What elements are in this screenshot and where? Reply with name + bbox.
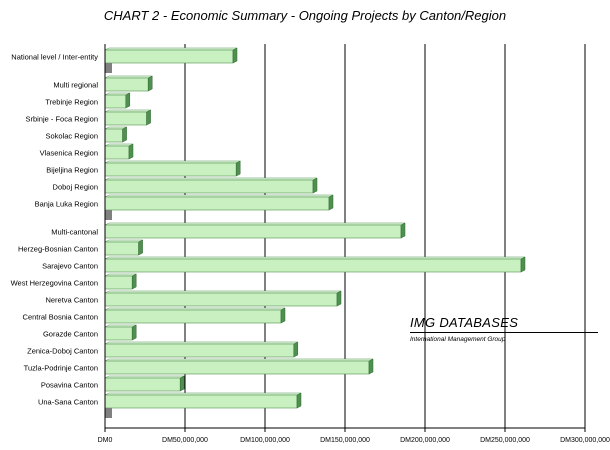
x-tick-label: DM150,000,000 <box>320 437 370 444</box>
bar-end-cap <box>125 92 131 109</box>
bar <box>104 224 402 239</box>
category-label: Herzeg-Bosnian Canton <box>18 245 98 254</box>
x-tick-label: DM200,000,000 <box>400 437 450 444</box>
bar <box>104 196 330 211</box>
bar-end-cap <box>131 273 137 290</box>
category-label: West Herzegovina Canton <box>11 279 98 288</box>
bar <box>104 128 123 143</box>
bar-end-cap <box>122 126 127 143</box>
category-label: Central Bosnia Canton <box>23 313 98 322</box>
category-label: Multi regional <box>53 81 98 90</box>
category-label: Neretva Canton <box>45 296 98 305</box>
bar <box>104 179 314 194</box>
bar <box>104 241 139 256</box>
bar-top-face <box>104 160 241 164</box>
bar <box>104 111 147 126</box>
watermark-divider <box>410 332 598 333</box>
bar-end-cap <box>336 290 342 307</box>
category-label: National level / Inter-entity <box>11 53 98 62</box>
category-label: Bijeljina Region <box>46 166 98 175</box>
bar <box>104 360 370 375</box>
group-separator <box>105 210 112 220</box>
chart-title: CHART 2 - Economic Summary - Ongoing Pro… <box>103 8 507 23</box>
category-label: Tuzla-Podrinje Canton <box>24 364 98 373</box>
bar <box>104 377 181 392</box>
group-separator <box>105 63 112 73</box>
bar-end-cap <box>328 194 334 211</box>
x-tick-label: DM0 <box>98 437 113 444</box>
bar <box>104 77 149 92</box>
bar-top-face <box>104 75 153 79</box>
bar-top-face <box>104 239 143 243</box>
bar <box>104 145 130 160</box>
bar-end-cap <box>138 239 143 256</box>
bar-end-cap <box>293 341 299 358</box>
bar <box>104 258 522 273</box>
watermark-title: IMG DATABASES <box>410 315 519 330</box>
bar <box>104 309 282 324</box>
bar-end-cap <box>147 75 153 92</box>
bar <box>104 49 234 64</box>
category-label: Trebinje Region <box>45 98 98 107</box>
category-label: Srbinje - Foca Region <box>25 115 98 124</box>
bar-end-cap <box>131 324 137 341</box>
bar <box>104 343 295 358</box>
x-tick-label: DM100,000,000 <box>240 437 290 444</box>
bar <box>104 394 298 409</box>
bar <box>104 162 237 177</box>
bar <box>104 275 133 290</box>
bar-top-face <box>104 109 151 113</box>
category-label: Zenica-Doboj Canton <box>27 347 98 356</box>
category-label: Doboj Region <box>53 183 98 192</box>
category-label: Posavina Canton <box>41 381 98 390</box>
category-label: Sokolac Region <box>45 132 98 141</box>
category-label: Multi-cantonal <box>51 228 98 237</box>
bar-top-face <box>104 222 406 226</box>
bar-end-cap <box>232 47 238 64</box>
bar-end-cap <box>400 222 406 239</box>
bar-end-cap <box>296 392 302 409</box>
category-label: Banja Luka Region <box>35 200 98 209</box>
group-separator <box>105 408 112 418</box>
x-tick-label: DM300,000,000 <box>560 437 610 444</box>
bar-end-cap <box>280 307 286 324</box>
bar-end-cap <box>146 109 151 126</box>
watermark-subtitle: International Management Group <box>410 336 506 343</box>
bar-end-cap <box>235 160 241 177</box>
bar-end-cap <box>520 256 526 273</box>
bar-top-face <box>104 177 318 181</box>
category-label: Sarajevo Canton <box>42 262 98 271</box>
bar-end-cap <box>128 143 134 160</box>
bar <box>104 94 127 109</box>
bar-end-cap <box>312 177 318 194</box>
bar-end-cap <box>368 358 374 375</box>
bar-top-face <box>104 194 334 198</box>
x-tick-label: DM50,000,000 <box>162 437 208 444</box>
bar <box>104 326 133 341</box>
bar-end-cap <box>179 375 185 392</box>
category-label: Vlasenica Region <box>40 149 98 158</box>
category-label: Gorazde Canton <box>43 330 98 339</box>
category-label: Una-Sana Canton <box>38 398 98 407</box>
bar <box>104 292 338 307</box>
bar-top-face <box>104 143 134 147</box>
x-tick-label: DM250,000,000 <box>480 437 530 444</box>
